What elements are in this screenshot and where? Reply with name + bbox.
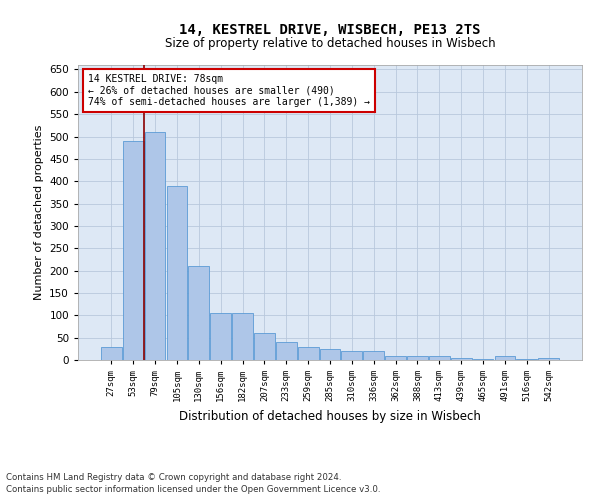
Bar: [101, 346, 122, 360]
Text: Contains HM Land Registry data © Crown copyright and database right 2024.: Contains HM Land Registry data © Crown c…: [6, 472, 341, 482]
Bar: [451, 358, 472, 360]
Bar: [517, 358, 537, 360]
X-axis label: Distribution of detached houses by size in Wisbech: Distribution of detached houses by size …: [179, 410, 481, 422]
Bar: [473, 358, 493, 360]
Bar: [429, 356, 450, 360]
Bar: [364, 351, 384, 360]
Bar: [232, 313, 253, 360]
Bar: [210, 313, 231, 360]
Text: 14, KESTREL DRIVE, WISBECH, PE13 2TS: 14, KESTREL DRIVE, WISBECH, PE13 2TS: [179, 22, 481, 36]
Bar: [385, 356, 406, 360]
Text: 14 KESTREL DRIVE: 78sqm
← 26% of detached houses are smaller (490)
74% of semi-d: 14 KESTREL DRIVE: 78sqm ← 26% of detache…: [88, 74, 370, 107]
Bar: [341, 351, 362, 360]
Bar: [538, 358, 559, 360]
Bar: [276, 342, 296, 360]
Bar: [494, 356, 515, 360]
Text: Contains public sector information licensed under the Open Government Licence v3: Contains public sector information licen…: [6, 485, 380, 494]
Bar: [254, 333, 275, 360]
Bar: [188, 266, 209, 360]
Bar: [298, 346, 319, 360]
Bar: [320, 349, 340, 360]
Y-axis label: Number of detached properties: Number of detached properties: [34, 125, 44, 300]
Bar: [407, 356, 428, 360]
Text: Size of property relative to detached houses in Wisbech: Size of property relative to detached ho…: [164, 38, 496, 51]
Bar: [167, 186, 187, 360]
Bar: [123, 141, 143, 360]
Bar: [145, 132, 166, 360]
